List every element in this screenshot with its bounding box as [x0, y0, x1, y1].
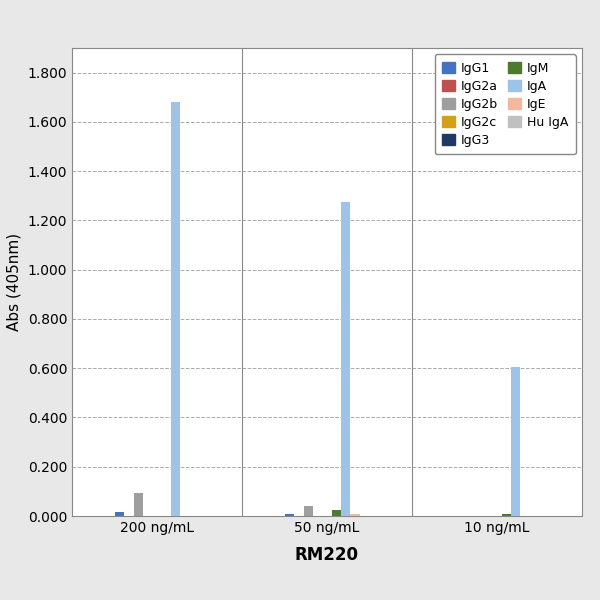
X-axis label: RM220: RM220: [295, 546, 359, 564]
Y-axis label: Abs (405nm): Abs (405nm): [7, 233, 22, 331]
Bar: [171, 102, 181, 516]
Bar: [134, 493, 143, 516]
Bar: [115, 512, 124, 516]
Bar: [285, 514, 294, 516]
Bar: [304, 506, 313, 516]
Legend: IgG1, IgG2a, IgG2b, IgG2c, IgG3, IgM, IgA, IgE, Hu IgA: IgG1, IgG2a, IgG2b, IgG2c, IgG3, IgM, Ig…: [435, 54, 576, 154]
Bar: [332, 510, 341, 516]
Bar: [341, 202, 350, 516]
Bar: [350, 514, 360, 516]
Bar: [511, 367, 520, 516]
Bar: [502, 514, 511, 516]
